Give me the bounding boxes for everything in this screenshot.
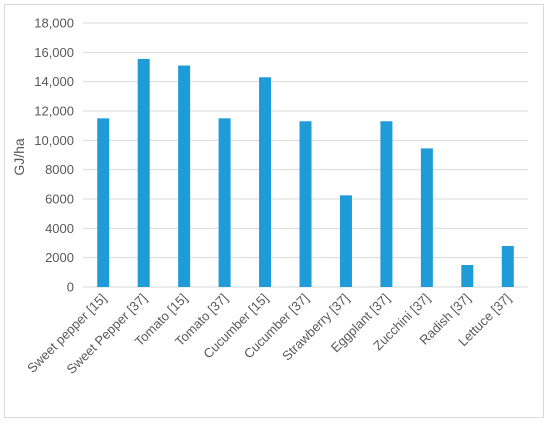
bar [339,195,352,287]
y-tick-label: 8000 [45,162,74,177]
bar [218,118,231,287]
bar [380,121,393,288]
y-tick-label: 12,000 [34,104,74,119]
bars [97,58,514,288]
y-tick-label: 4000 [45,221,74,236]
y-axis-tick-labels: 0 2000 4000 6000 8000 10,000 12,000 14,000 16,00… [34,16,74,295]
bar [501,245,514,287]
bar [461,265,474,287]
y-tick-label: 10,000 [34,133,74,148]
bar [259,77,272,288]
chart-area [4,4,544,418]
bar [299,121,312,288]
y-tick-label: 16,000 [34,45,74,60]
y-tick-label: 2000 [45,250,74,265]
bar [420,148,433,287]
x-axis-category-labels: Sweet pepper [15]Sweet Pepper [37]Tomato… [24,291,514,377]
bar [178,65,191,288]
y-tick-label: 14,000 [34,74,74,89]
y-axis-title: GJ/ha [11,138,27,176]
bar [137,58,150,287]
bar [97,118,110,287]
gridlines [83,22,528,288]
y-tick-label: 6000 [45,192,74,207]
y-tick-label: 0 [67,280,74,295]
y-tick-label: 18,000 [34,16,74,31]
